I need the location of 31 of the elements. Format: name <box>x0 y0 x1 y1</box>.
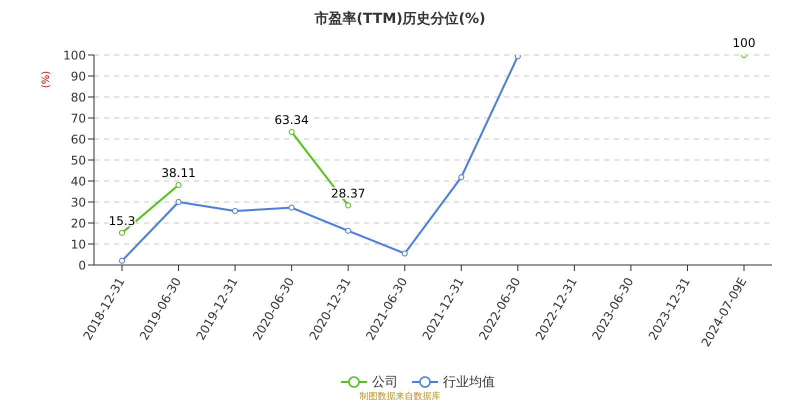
point <box>232 208 238 214</box>
data-label: 100 <box>732 36 756 50</box>
y-tick-label: 20 <box>70 216 86 230</box>
y-tick-label: 0 <box>78 258 86 272</box>
point <box>458 174 464 180</box>
y-tick-label: 70 <box>70 111 86 126</box>
data-label: 63.34 <box>274 112 309 127</box>
point <box>119 258 125 264</box>
point <box>402 250 408 256</box>
y-axis-title: (%) <box>41 70 52 88</box>
y-tick-label: 60 <box>70 132 86 146</box>
data-label: 38.11 <box>161 166 196 180</box>
point <box>176 182 182 188</box>
y-tick-label: 100 <box>63 48 86 62</box>
point <box>288 204 295 211</box>
legend-label: 行业均值 <box>442 374 495 391</box>
y-tick-label: 30 <box>70 195 86 210</box>
point <box>345 202 352 208</box>
chart-title: 市盈率(TTM)历史分位(%) <box>314 10 486 28</box>
point <box>119 230 125 236</box>
data-label: 15.3 <box>108 214 136 228</box>
y-tick-label: 90 <box>70 69 86 84</box>
legend-label: 公司 <box>371 374 398 391</box>
point <box>288 128 295 135</box>
text: 制图数据来自数据库 <box>358 390 442 400</box>
y-tick-label: 10 <box>70 237 86 252</box>
point <box>176 199 182 205</box>
y-tick-label: 80 <box>70 90 86 104</box>
y-tick-label: 40 <box>70 174 86 188</box>
y-tick-label: 50 <box>70 153 86 168</box>
point <box>345 228 352 234</box>
